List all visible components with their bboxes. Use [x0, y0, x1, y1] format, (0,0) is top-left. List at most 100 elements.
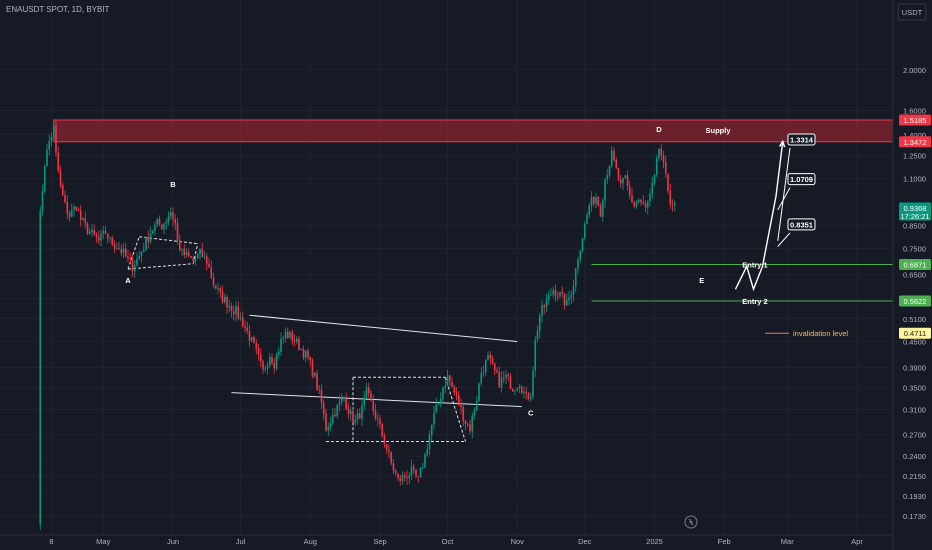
candle-body — [615, 160, 618, 168]
candle-body — [397, 473, 399, 478]
supply-zone — [53, 119, 894, 143]
candle-body — [516, 388, 519, 391]
candle-body — [75, 206, 78, 211]
candle-body — [313, 372, 316, 377]
candle-body — [154, 224, 156, 232]
candle-body — [327, 426, 330, 431]
candle-body — [340, 398, 343, 402]
time-tick-label: Apr — [851, 537, 863, 546]
candle-body — [460, 405, 462, 407]
candle-body — [266, 365, 269, 369]
candle-body — [57, 152, 60, 171]
wave-label-d: D — [656, 125, 662, 134]
candle-body — [550, 294, 552, 296]
candle-body — [556, 296, 559, 297]
candle-body — [500, 377, 503, 388]
candle-body — [581, 238, 584, 251]
axis-price-label[interactable] — [899, 327, 931, 339]
bolt-icon — [688, 518, 694, 526]
candle-body — [302, 349, 305, 358]
candle-body — [304, 350, 307, 358]
candle-body — [471, 415, 474, 432]
candle-body — [106, 233, 109, 239]
candle-body — [563, 293, 566, 306]
candle-body — [268, 356, 271, 366]
candle-body — [309, 357, 312, 361]
candle-body — [113, 244, 116, 249]
candle-body — [277, 351, 280, 355]
candle-body — [633, 202, 636, 207]
candle-body — [358, 413, 361, 419]
candle-body — [586, 214, 588, 225]
axis-price-label-text: 1.5185 — [904, 116, 927, 125]
candle-body — [554, 290, 557, 297]
projection-arrowhead — [778, 139, 786, 148]
candle-body — [93, 229, 96, 235]
price-axis[interactable]: 2.0000 1.6000 1.4000 1.2500 1.1000 0.8500 0.75… — [892, 0, 932, 550]
candle-body — [212, 277, 215, 286]
candle-body — [559, 291, 561, 297]
candle-body — [482, 372, 485, 374]
price-tick-label: 0.3900 — [903, 364, 926, 373]
axis-price-label[interactable] — [899, 258, 931, 270]
candle-body — [372, 400, 375, 411]
time-tick-label: Sep — [373, 537, 386, 546]
time-axis[interactable]: 8 May Jun Jul Aug Sep Oct Nov Dec 2025 Feb Mar Apr — [0, 534, 893, 546]
candle-body — [511, 389, 514, 392]
candle-body — [376, 418, 379, 420]
candle-body — [181, 248, 183, 251]
candle-body — [352, 410, 354, 423]
candle-body — [241, 317, 244, 327]
candle-body — [248, 330, 251, 341]
candle-body — [579, 250, 582, 260]
candle-body — [223, 296, 226, 303]
currency-button[interactable]: USDT — [897, 3, 927, 21]
candle-body — [280, 338, 282, 352]
price-tick-label: 0.2400 — [903, 452, 926, 461]
candle-body — [295, 338, 298, 342]
candle-body — [610, 150, 613, 167]
candle-body — [86, 223, 89, 235]
candle-body — [493, 363, 496, 371]
target-box — [787, 133, 816, 146]
candle-body — [235, 306, 237, 315]
candle-body — [583, 224, 586, 239]
candle-body — [201, 248, 204, 258]
candle-body — [46, 149, 48, 167]
candle-body — [498, 372, 501, 388]
candle-body — [95, 234, 98, 238]
axis-price-label[interactable] — [899, 202, 931, 221]
candle-body — [219, 288, 222, 292]
candle-body — [496, 370, 498, 373]
candle-body — [669, 190, 672, 205]
candle-body — [190, 256, 192, 258]
tradingview-logo[interactable] — [684, 515, 698, 529]
candle-body — [100, 233, 102, 241]
time-tick-label: Nov — [511, 537, 525, 546]
price-tick-label: 0.2700 — [903, 431, 926, 440]
candle-body — [300, 349, 303, 350]
candle-body — [367, 387, 370, 394]
candle-body — [91, 229, 93, 233]
candle-body — [466, 423, 469, 425]
candle-body — [538, 315, 541, 332]
trendline — [249, 314, 518, 343]
candle-body — [194, 258, 197, 261]
wave-label-b: B — [170, 180, 176, 189]
candle-body — [120, 249, 123, 254]
candle-body — [316, 372, 318, 390]
axis-price-label[interactable] — [899, 295, 931, 307]
candle-body — [325, 413, 327, 431]
candle-body — [658, 148, 660, 159]
candle-body — [239, 317, 242, 319]
candle-body — [631, 195, 633, 203]
candle-body — [118, 248, 120, 250]
candle-body — [149, 233, 152, 242]
axis-price-label[interactable] — [899, 114, 931, 126]
axis-price-label-text: 1.3472 — [904, 138, 927, 147]
candle-body — [421, 467, 424, 469]
axis-price-label[interactable] — [899, 136, 931, 148]
candle-body — [196, 253, 199, 259]
candle-body — [172, 212, 174, 220]
